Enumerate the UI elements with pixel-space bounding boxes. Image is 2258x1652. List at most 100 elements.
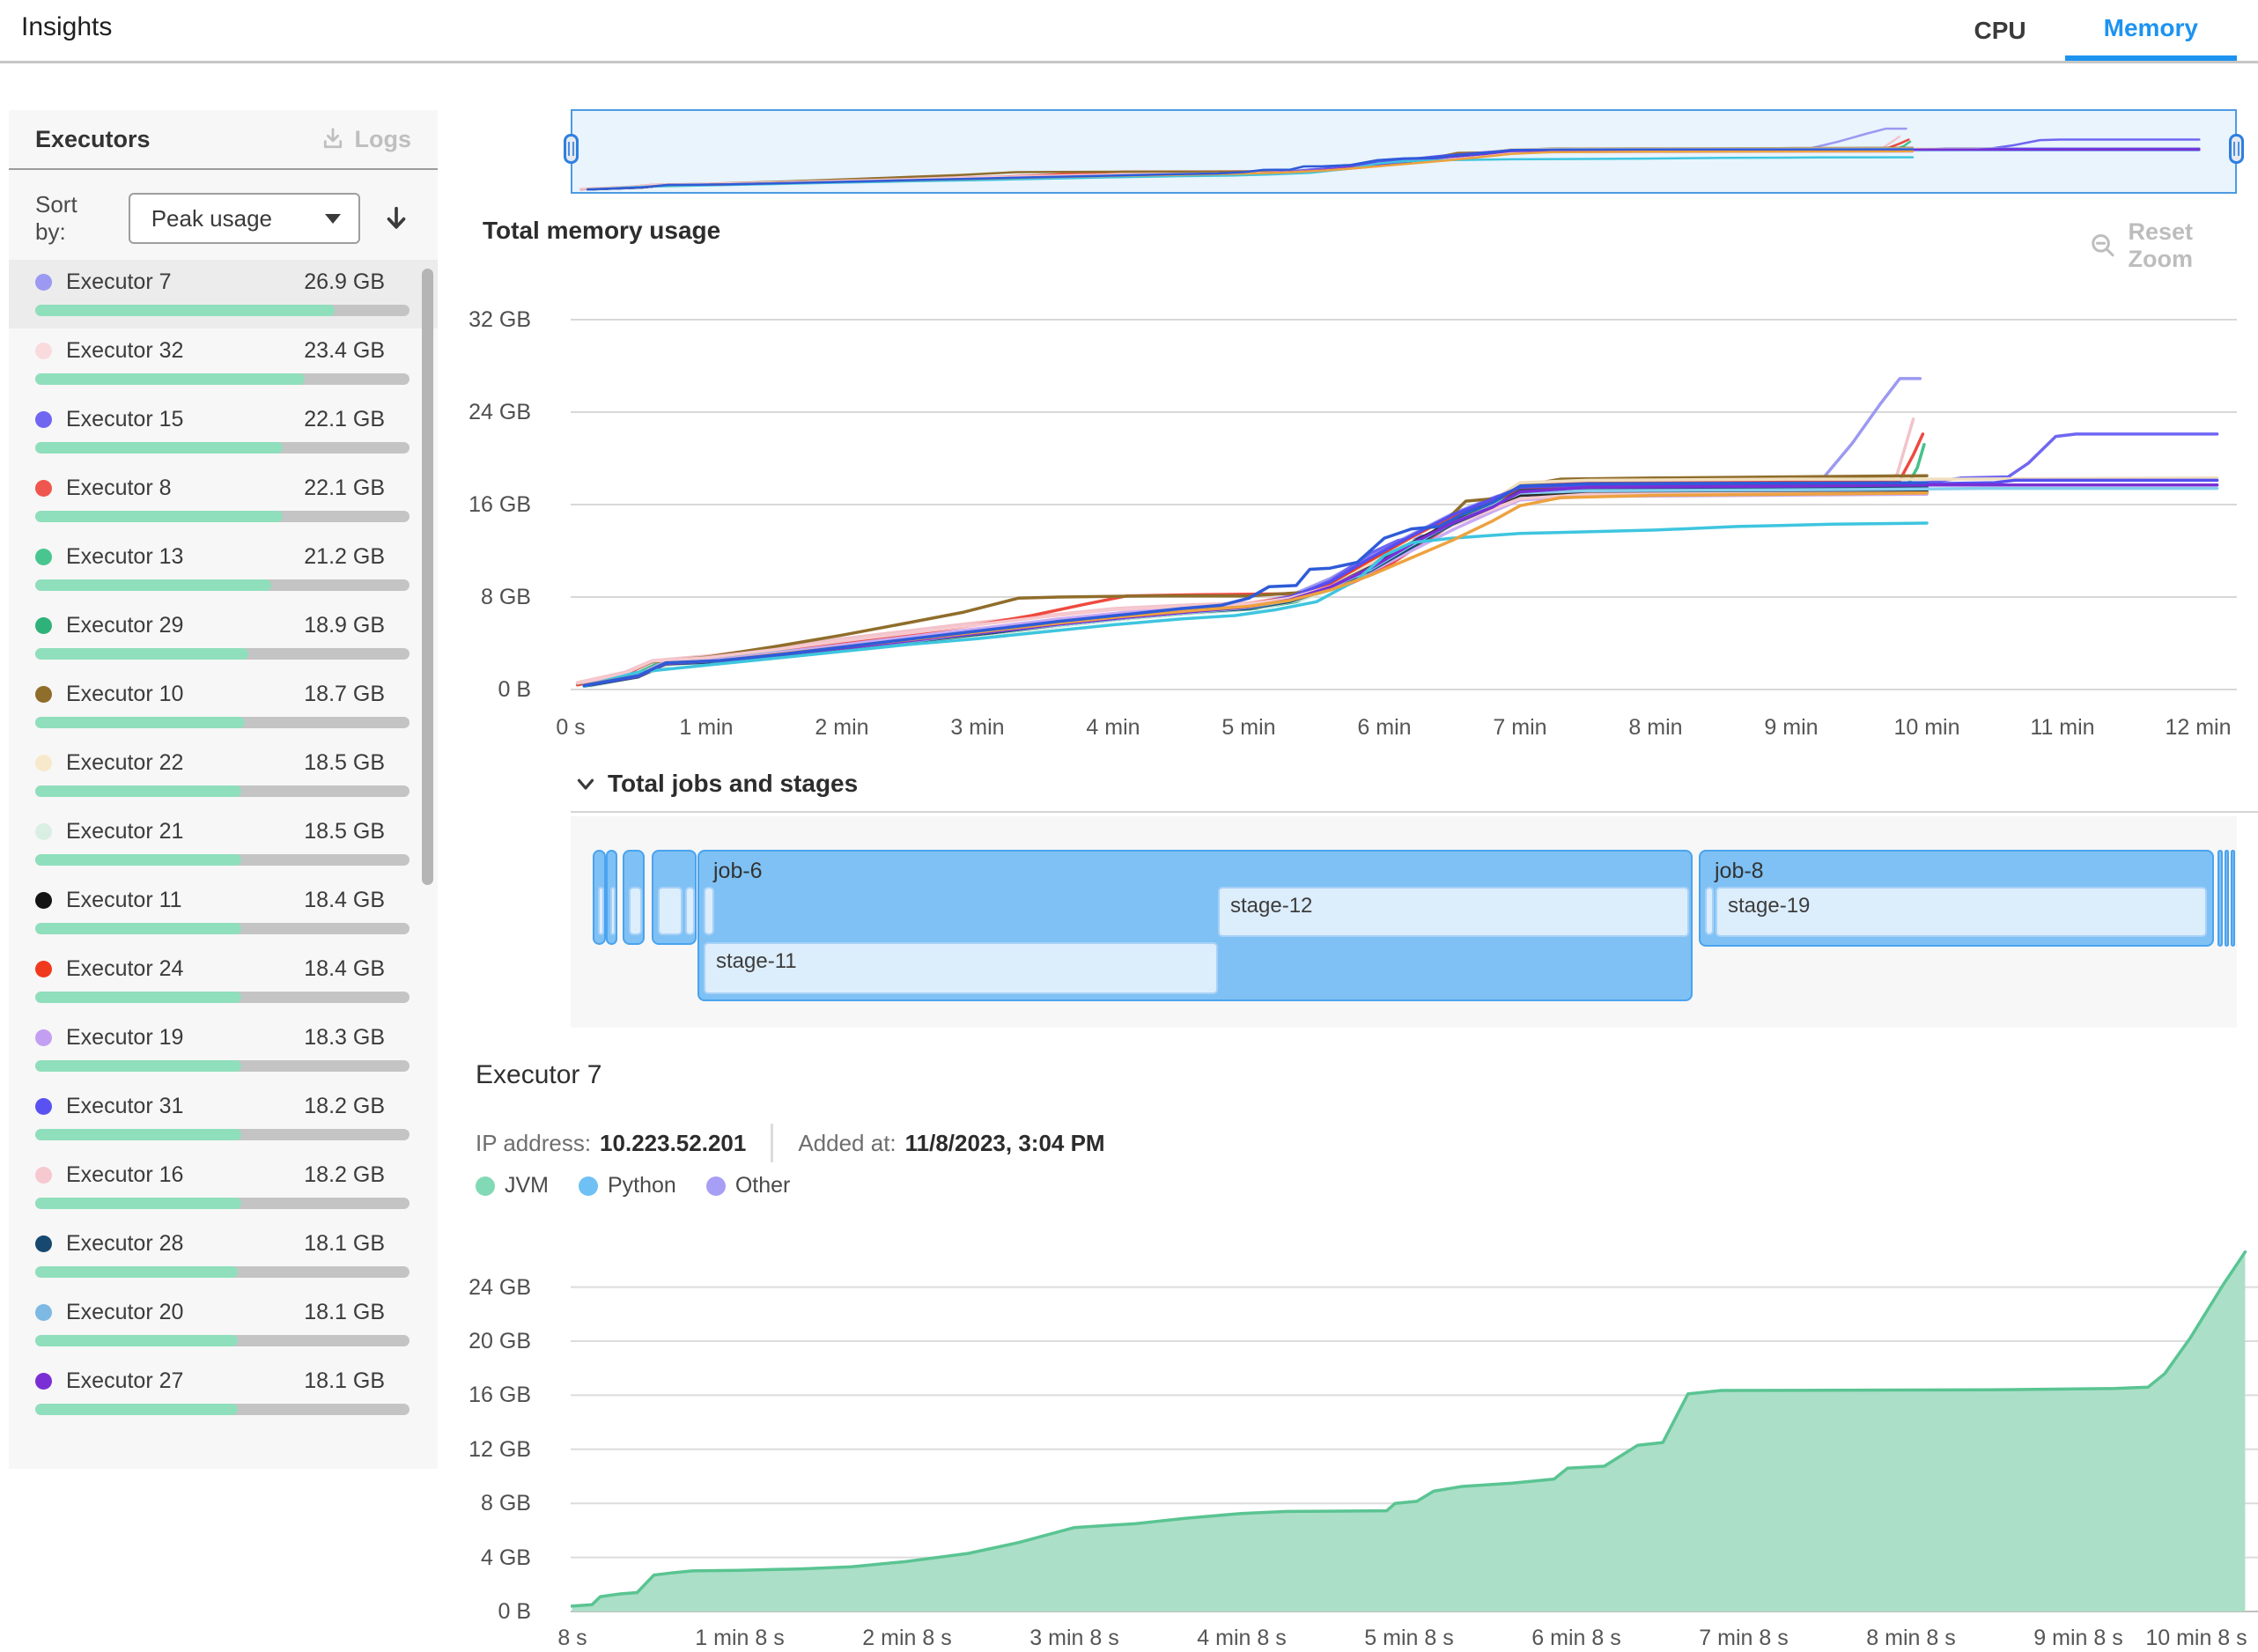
gantt-stage-stage-12[interactable]: stage-12 [1218,887,1689,937]
executor-peak-value: 18.4 GB [304,887,385,912]
executor-row[interactable]: Executor 27 18.1 GB [9,1359,438,1427]
tab-cpu[interactable]: CPU [1974,16,2026,44]
x-tick-label: 2 min 8 s [862,1626,952,1650]
arrow-down-icon [387,206,406,229]
gantt-job[interactable] [606,850,617,945]
executor-row[interactable]: Executor 28 18.1 GB [9,1221,438,1290]
x-tick-label: 10 min 8 s [2145,1626,2247,1650]
x-tick-label: 1 min [679,715,734,740]
gantt-job[interactable] [593,850,606,945]
page-title: Insights [21,12,113,41]
job-label: job-6 [713,859,763,883]
executor-usage-bar [35,1335,410,1346]
gantt-stage[interactable] [658,887,683,935]
ip-address-label: IP address: [476,1129,592,1156]
y-tick-label: 32 GB [469,307,531,332]
zoom-brush-chart[interactable] [564,109,2244,194]
executor-name: Executor 16 [66,1162,184,1187]
main-chart-y-axis: 32 GB 24 GB 16 GB 8 GB 0 B [445,282,542,702]
gantt-job[interactable] [2231,850,2235,947]
x-tick-label: 3 min 8 s [1029,1626,1119,1650]
legend-item-jvm[interactable]: JVM [476,1173,549,1198]
divider [571,811,2258,813]
gantt-stage[interactable] [610,887,616,935]
gantt-stage[interactable] [629,887,642,935]
executor-row[interactable]: Executor 20 18.1 GB [9,1290,438,1359]
executor-name: Executor 8 [66,475,172,500]
executor-usage-bar [35,1129,410,1140]
brush-handle-right[interactable] [2229,134,2244,164]
executor-row[interactable]: Executor 16 18.2 GB [9,1153,438,1221]
legend-label: Python [608,1173,676,1198]
executor-peak-value: 22.1 GB [304,406,385,431]
executor-usage-bar [35,579,410,591]
y-tick-label: 16 GB [469,1383,531,1408]
legend-item-python[interactable]: Python [579,1173,676,1198]
gantt-stage[interactable] [598,887,604,935]
sort-select-value: Peak usage [151,204,273,232]
gantt-stage-stage-11[interactable]: stage-11 [704,942,1218,994]
executor-row[interactable]: Executor 24 18.4 GB [9,947,438,1015]
executor-row[interactable]: Executor 13 21.2 GB [9,535,438,603]
x-tick-label: 3 min [950,715,1005,740]
x-tick-label: 8 s [557,1626,587,1650]
executor-peak-value: 18.3 GB [304,1024,385,1050]
gantt-job-job-6[interactable]: job-6 stage-11 stage-12 [697,850,1693,1001]
executor-row[interactable]: Executor 10 18.7 GB [9,672,438,741]
executor-name: Executor 31 [66,1093,184,1118]
x-tick-label: 5 min [1221,715,1276,740]
executor-color-dot [35,960,52,977]
executor-usage-bar [35,511,410,522]
executor-color-dot [35,1166,52,1184]
memory-type-legend: JVM Python Other [476,1173,790,1198]
legend-item-other[interactable]: Other [705,1173,791,1198]
scrollbar-thumb[interactable] [422,269,433,885]
executor-usage-bar [35,923,410,934]
executor-row[interactable]: Executor 21 18.5 GB [9,809,438,878]
brush-chart-canvas [579,127,2201,191]
gantt-job[interactable] [2225,850,2229,947]
brush-handle-left[interactable] [564,134,579,164]
tab-memory[interactable]: Memory [2064,0,2237,61]
executor-row[interactable]: Executor 7 26.9 GB [9,260,438,328]
section-title-total-memory: Total memory usage [483,217,721,244]
gantt-job[interactable] [652,850,697,945]
gantt-job[interactable] [2217,850,2223,947]
executor-peak-value: 23.4 GB [304,337,385,363]
legend-label: JVM [505,1173,549,1198]
gantt-stage[interactable] [1705,887,1714,935]
sort-by-label: Sort by: [35,191,77,245]
executor-peak-value: 18.1 GB [304,1368,385,1393]
executor-row[interactable]: Executor 11 18.4 GB [9,878,438,947]
gantt-stage[interactable] [704,887,714,935]
x-tick-label: 10 min [1893,715,1960,740]
executor-name: Executor 10 [66,681,184,706]
reset-zoom-button[interactable]: Reset Zoom [2089,218,2258,273]
total-memory-chart-canvas [571,319,2237,690]
executor-row[interactable]: Executor 32 23.4 GB [9,328,438,397]
executor-name: Executor 11 [66,887,182,912]
x-tick-label: 12 min [2165,715,2232,740]
gantt-job[interactable] [623,850,645,945]
x-tick-label: 6 min 8 s [1531,1626,1621,1650]
legend-label: Other [734,1173,791,1198]
logs-button[interactable]: Logs [320,126,411,153]
executors-header: Executors Logs [9,110,438,170]
executor-row[interactable]: Executor 15 22.1 GB [9,397,438,466]
sort-select[interactable]: Peak usage [128,193,360,244]
gantt-stage-stage-19[interactable]: stage-19 [1716,887,2207,937]
x-tick-label: 4 min [1086,715,1140,740]
executor-row[interactable]: Executor 31 18.2 GB [9,1084,438,1153]
x-tick-label: 7 min [1493,715,1547,740]
gantt-stage[interactable] [685,887,695,935]
executor-row[interactable]: Executor 29 18.9 GB [9,603,438,672]
sort-direction-button[interactable] [381,203,411,233]
executor-row[interactable]: Executor 19 18.3 GB [9,1015,438,1084]
executor-usage-bar [35,1198,410,1209]
executor-row[interactable]: Executor 22 18.5 GB [9,741,438,809]
jobs-stages-toggle[interactable]: Total jobs and stages [572,770,858,798]
executor-peak-value: 18.7 GB [304,681,385,706]
gantt-job-job-8[interactable]: job-8 stage-19 [1699,850,2214,947]
executor-row[interactable]: Executor 8 22.1 GB [9,466,438,535]
executor-memory-chart: 8 s 1 min 8 s 2 min 8 s 3 min 8 s 4 min 8 s 5… [557,1233,2258,1652]
